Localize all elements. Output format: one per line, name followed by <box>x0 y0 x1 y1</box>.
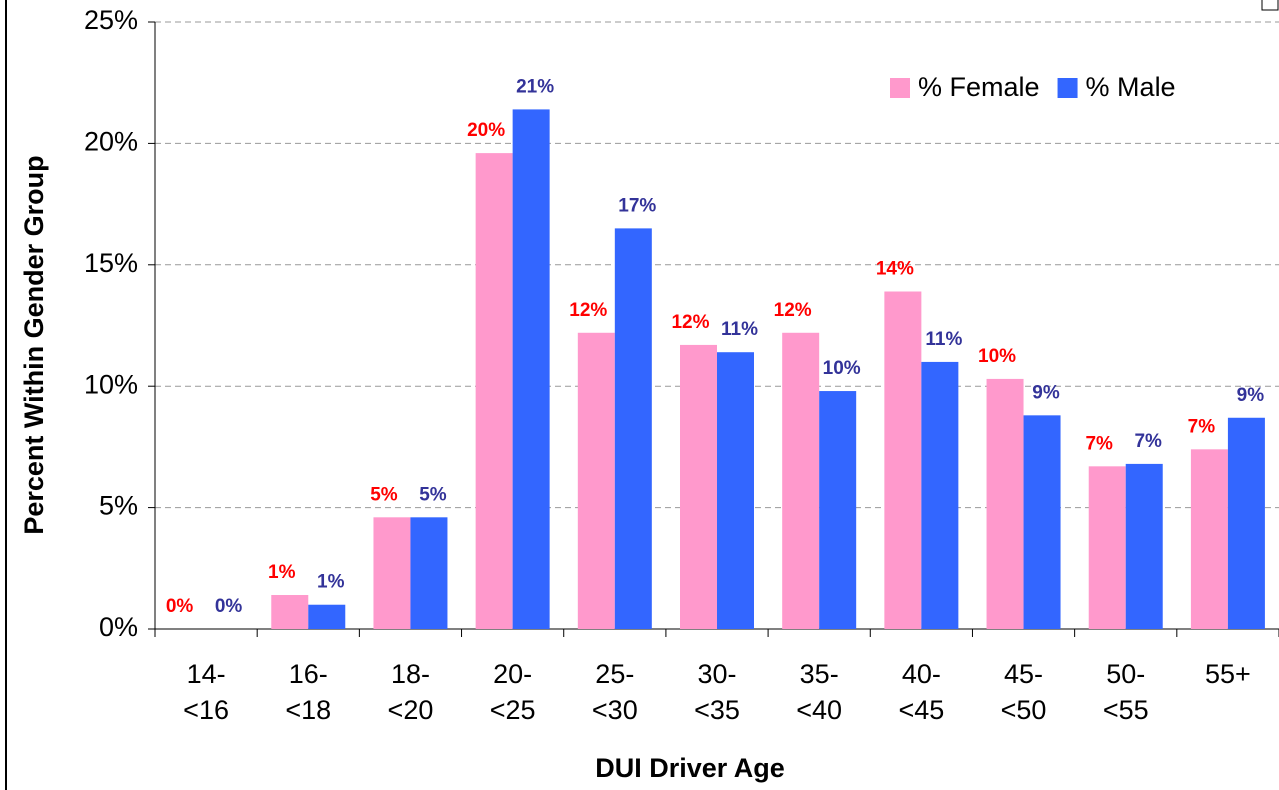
bar <box>782 332 820 629</box>
bar <box>271 595 309 629</box>
x-tick-label: 50-<55 <box>1103 659 1149 725</box>
value-label: 10% <box>823 358 861 379</box>
value-label: 12% <box>569 300 607 321</box>
bar <box>308 604 346 629</box>
x-tick-label: 40-<45 <box>898 659 944 725</box>
x-tick-label: 55+ <box>1205 659 1251 689</box>
value-label: 14% <box>876 259 914 280</box>
value-label: 20% <box>467 120 505 141</box>
value-label: 11% <box>925 329 962 350</box>
x-tick-label: 14-<16 <box>183 659 229 725</box>
y-tick-label: 5% <box>99 491 138 521</box>
x-tick-label: 45-<50 <box>1001 659 1047 725</box>
bar <box>475 153 513 629</box>
value-label: 9% <box>1032 382 1060 403</box>
x-axis-label: DUI Driver Age <box>595 753 785 783</box>
value-label: 9% <box>1237 385 1265 406</box>
value-label: 7% <box>1085 433 1113 454</box>
value-label: 1% <box>317 572 345 593</box>
value-label: 5% <box>419 484 447 505</box>
value-label: 7% <box>1188 416 1216 437</box>
value-label: 0% <box>215 596 243 617</box>
x-tick-label: 20-<25 <box>490 659 536 725</box>
y-tick-label: 0% <box>99 612 138 642</box>
value-label: 1% <box>268 562 296 583</box>
legend-label: % Male <box>1086 72 1176 102</box>
legend-label: % Female <box>918 72 1040 102</box>
y-axis-label: Percent Within Gender Group <box>19 155 49 534</box>
legend-swatch <box>1057 78 1078 98</box>
bar <box>410 517 448 629</box>
value-label: 12% <box>671 312 709 333</box>
bar <box>1125 463 1163 629</box>
value-label: 5% <box>370 484 398 505</box>
x-tick-label: 16-<18 <box>285 659 331 725</box>
bar <box>577 332 615 629</box>
legend-swatch <box>890 78 910 98</box>
y-tick-label: 15% <box>84 248 138 278</box>
bar <box>1227 417 1265 629</box>
x-tick-label: 18-<20 <box>388 659 434 725</box>
bar <box>680 344 717 629</box>
bar <box>986 378 1024 629</box>
value-label: 10% <box>978 346 1016 367</box>
bar <box>373 517 411 629</box>
y-tick-label: 20% <box>84 127 138 157</box>
value-label: 17% <box>618 195 656 216</box>
bar <box>512 109 550 629</box>
y-tick-label: 10% <box>84 369 138 399</box>
value-label: 7% <box>1134 431 1162 452</box>
value-label: 0% <box>166 596 194 617</box>
bar <box>921 361 959 629</box>
y-tick-label: 25% <box>84 5 138 35</box>
value-label: 21% <box>516 76 554 97</box>
bar <box>1023 415 1061 629</box>
bar <box>884 291 922 629</box>
value-label: 12% <box>774 300 812 321</box>
bar <box>1088 466 1126 629</box>
x-tick-label: 35-<40 <box>796 659 842 725</box>
frame-corner <box>1261 0 1279 11</box>
value-label: 11% <box>721 319 758 340</box>
bar <box>614 228 652 629</box>
bar <box>819 391 857 629</box>
bar <box>717 352 754 629</box>
x-tick-label: 30-<35 <box>694 659 740 725</box>
x-tick-label: 25-<30 <box>592 659 638 725</box>
bar <box>1190 449 1228 629</box>
